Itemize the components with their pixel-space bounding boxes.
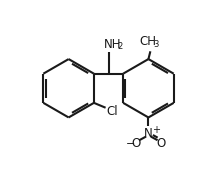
Text: Cl: Cl (107, 105, 118, 118)
Text: −: − (126, 139, 135, 149)
Text: +: + (152, 124, 160, 134)
Text: N: N (144, 127, 153, 140)
Text: 3: 3 (153, 40, 159, 49)
Text: 2: 2 (117, 43, 122, 52)
Text: NH: NH (104, 38, 122, 51)
Text: O: O (131, 137, 140, 150)
Text: O: O (156, 137, 166, 150)
Text: CH: CH (140, 35, 157, 48)
